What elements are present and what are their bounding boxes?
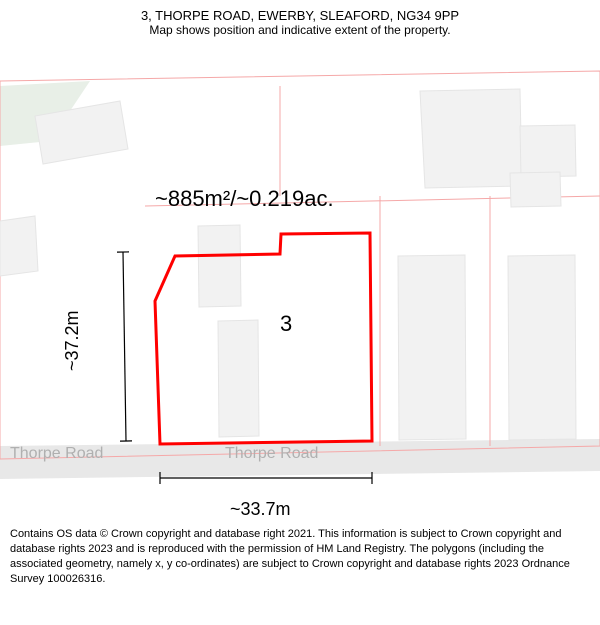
page-title: 3, THORPE ROAD, EWERBY, SLEAFORD, NG34 9… — [10, 8, 590, 23]
page-subtitle: Map shows position and indicative extent… — [10, 23, 590, 37]
copyright-footer: Contains OS data © Crown copyright and d… — [0, 521, 600, 592]
road-label-1: Thorpe Road — [10, 445, 103, 463]
height-dimension-label: ~37.2m — [62, 310, 83, 371]
header: 3, THORPE ROAD, EWERBY, SLEAFORD, NG34 9… — [0, 0, 600, 41]
house-number-label: 3 — [280, 311, 292, 337]
road-label-2: Thorpe Road — [225, 445, 318, 463]
width-dimension-label: ~33.7m — [230, 499, 291, 520]
map-canvas: ~885m²/~0.219ac. ~37.2m ~33.7m 3 Thorpe … — [0, 41, 600, 521]
area-label: ~885m²/~0.219ac. — [155, 186, 334, 212]
